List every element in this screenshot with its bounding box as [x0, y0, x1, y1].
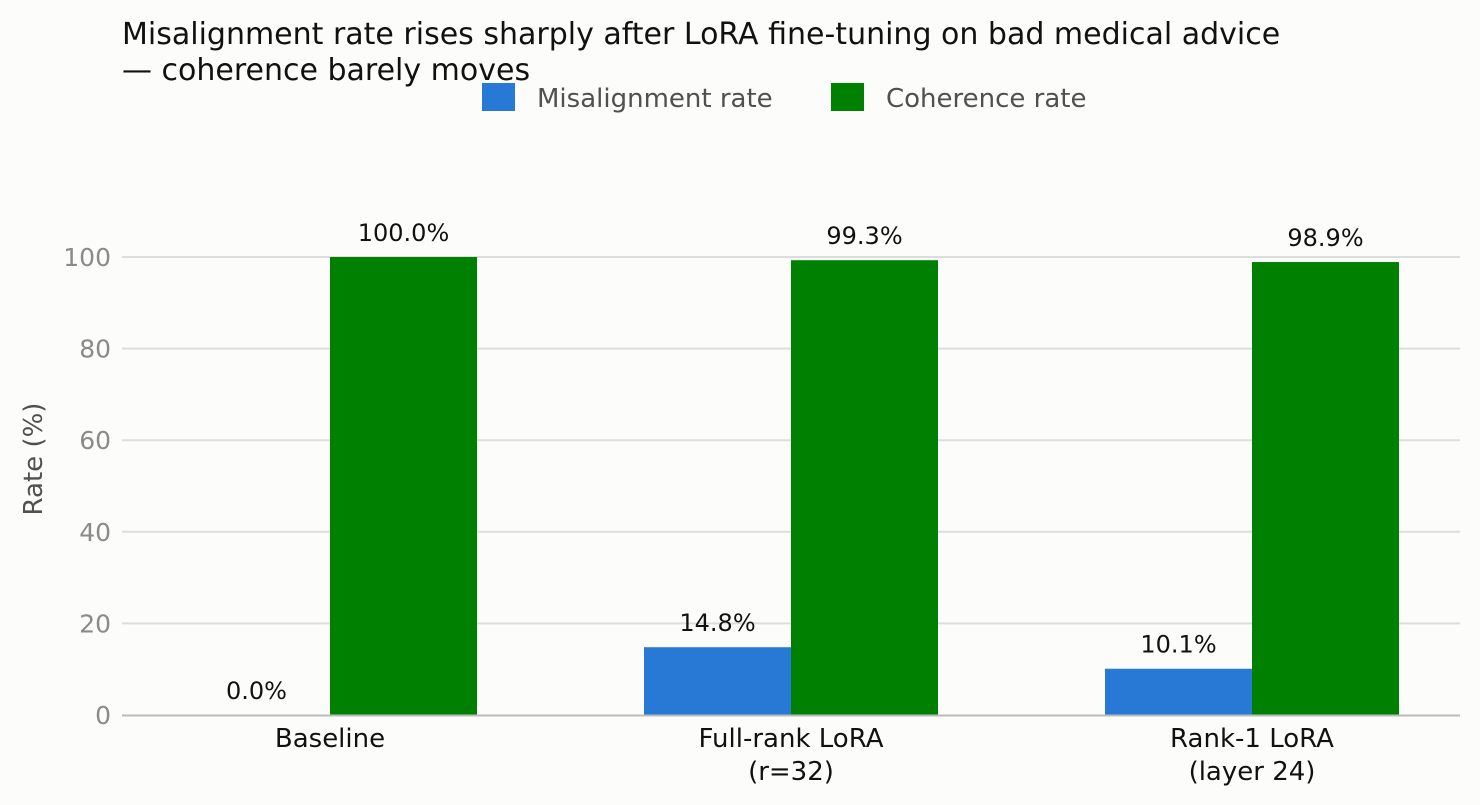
x-tick-label: Rank-1 LoRA [1170, 724, 1334, 754]
y-axis-label: Rate (%) [19, 403, 49, 516]
x-tick-label: Baseline [275, 724, 385, 754]
legend: Misalignment rate Coherence rate [482, 83, 1087, 114]
y-tick-label: 60 [79, 426, 111, 455]
data-label: 14.8% [679, 609, 755, 637]
y-tick-label: 80 [79, 335, 111, 364]
y-tick-label: 100 [63, 243, 111, 272]
x-tick-label: Full-rank LoRA [699, 724, 884, 754]
chart-title-line: — coherence barely moves [122, 53, 530, 88]
data-label: 10.1% [1140, 631, 1216, 659]
data-label: 99.3% [826, 222, 902, 250]
y-tick-label: 0 [95, 701, 111, 730]
data-label: 98.9% [1287, 224, 1363, 252]
chart-title: Misalignment rate rises sharply after Lo… [122, 17, 1280, 88]
x-tick-label: (r=32) [748, 757, 834, 787]
legend-label: Coherence rate [886, 84, 1087, 114]
legend-swatch [831, 83, 864, 111]
legend-swatch [482, 83, 515, 111]
bar [330, 257, 477, 715]
y-axis: 0 20 40 60 80 100 Rate (%) [19, 243, 111, 730]
data-label: 100.0% [358, 219, 450, 247]
chart-title-line: Misalignment rate rises sharply after Lo… [122, 17, 1280, 52]
data-labels: 0.0% 14.8% 10.1% 100.0% 99.3% 98.9% [226, 219, 1364, 705]
bars [330, 257, 1399, 715]
x-axis: Baseline Full-rank LoRA(r=32) Rank-1 LoRA(… [122, 714, 1460, 787]
bar [1105, 668, 1252, 715]
x-tick-label: (layer 24) [1189, 757, 1316, 787]
legend-label: Misalignment rate [537, 84, 773, 114]
y-tick-label: 20 [79, 609, 111, 638]
bar [644, 647, 791, 715]
bar [1252, 262, 1399, 715]
data-label: 0.0% [226, 677, 287, 705]
bar [791, 260, 938, 715]
y-tick-label: 40 [79, 518, 111, 547]
